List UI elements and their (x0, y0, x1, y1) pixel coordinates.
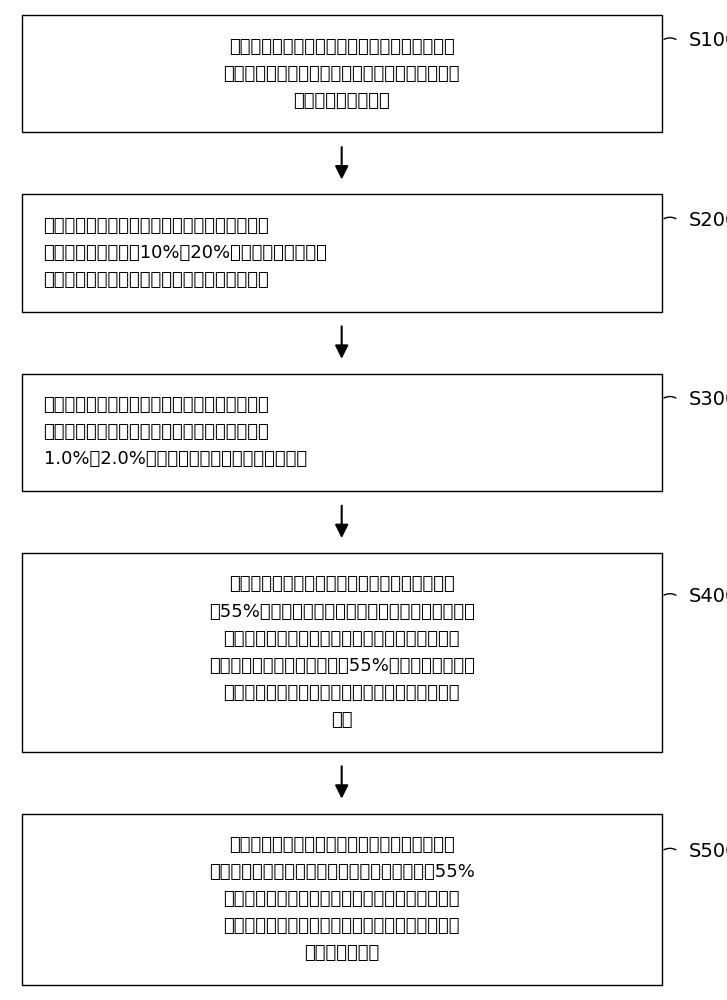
Text: 己烷溶液进行定容，得到定容后的样品空白及标准: 己烷溶液进行定容，得到定容后的样品空白及标准 (223, 684, 460, 702)
Text: 配制样品空白及标准样品并进行处理，将处理完: 配制样品空白及标准样品并进行处理，将处理完 (229, 836, 454, 854)
Text: S400: S400 (689, 587, 727, 606)
Text: S100: S100 (689, 31, 727, 50)
Bar (22, 374, 662, 491)
Text: 品后，将滤液转移入玻璃容量瓶中，加入浓度为: 品后，将滤液转移入玻璃容量瓶中，加入浓度为 (44, 423, 270, 441)
Text: 温加热溶解并赶净氢氟酸，溶解完全后静止冷却: 温加热溶解并赶净氢氟酸，溶解完全后静止冷却 (44, 271, 270, 289)
Text: 放置到聚四氟乙烯烧杯内，加入氢氟酸和浓硝酸，: 放置到聚四氟乙烯烧杯内，加入氢氟酸和浓硝酸， (223, 65, 460, 83)
Text: 样品: 样品 (331, 711, 353, 729)
Text: 体转移到玻璃容量瓶中，使用55%三甲基磷酸酯的正: 体转移到玻璃容量瓶中，使用55%三甲基磷酸酯的正 (209, 657, 475, 675)
Text: S200: S200 (689, 211, 727, 230)
Text: 匀完成后将分液漏斗中水相液体排除，将有机相液: 匀完成后将分液漏斗中水相液体排除，将有机相液 (223, 630, 460, 648)
Bar (22, 15, 662, 132)
Text: S300: S300 (689, 390, 727, 409)
Bar (22, 194, 662, 312)
Text: 含55%三甲基磷酸酯的正己烷溶液进行振荡混匀，混: 含55%三甲基磷酸酯的正己烷溶液进行振荡混匀，混 (209, 603, 475, 621)
Text: 冷却后使用滤纸将样品过滤，使用稀硝酸洗涤样: 冷却后使用滤纸将样品过滤，使用稀硝酸洗涤样 (44, 396, 270, 414)
Text: S500: S500 (689, 842, 727, 861)
Text: 毕的样品空白及标准样品移入玻璃容量瓶，使用55%: 毕的样品空白及标准样品移入玻璃容量瓶，使用55% (209, 863, 475, 881)
Text: 三甲基磷酸酯的正己烷溶液进行定容，最后将上述: 三甲基磷酸酯的正己烷溶液进行定容，最后将上述 (223, 890, 460, 908)
Text: 放置在电热板上加热: 放置在电热板上加热 (293, 92, 390, 110)
Bar (22, 553, 662, 752)
Text: 称取粉碎好的镍钴锰三元正极材料的样品，将其: 称取粉碎好的镍钴锰三元正极材料的样品，将其 (229, 38, 454, 56)
Text: 继续加热，产生硝酸烟和氢氟酸烟，待样品完全: 继续加热，产生硝酸烟和氢氟酸烟，待样品完全 (44, 217, 270, 235)
Text: 将定容好的样品溶液移入玻璃分液漏斗中，加入: 将定容好的样品溶液移入玻璃分液漏斗中，加入 (229, 575, 454, 593)
Text: 1.0%～2.0%的氯化铯溶液后使用去离子水定容: 1.0%～2.0%的氯化铯溶液后使用去离子水定容 (44, 450, 307, 468)
Text: 待测样品、标准样品及样品空白直接使用火焰原子: 待测样品、标准样品及样品空白直接使用火焰原子 (223, 917, 460, 935)
Text: 吸收光谱仪测定: 吸收光谱仪测定 (304, 944, 379, 962)
Bar (22, 814, 662, 985)
Text: 溶解后，加入浓度在10%～20%的硝酸溶液，继续低: 溶解后，加入浓度在10%～20%的硝酸溶液，继续低 (44, 244, 327, 262)
